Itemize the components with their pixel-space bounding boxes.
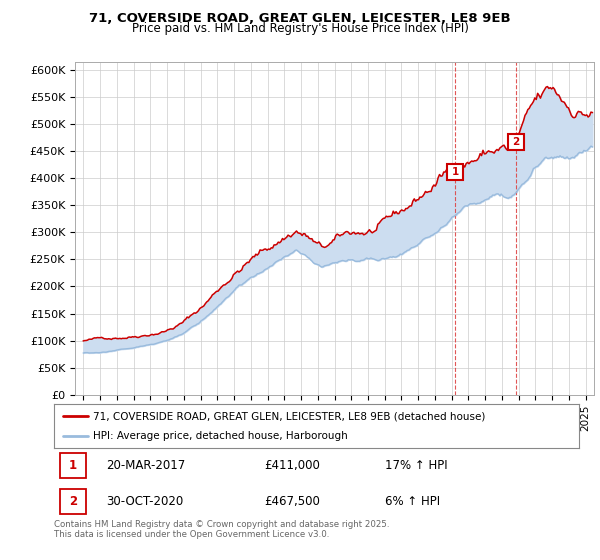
Text: Contains HM Land Registry data © Crown copyright and database right 2025.
This d: Contains HM Land Registry data © Crown c… (54, 520, 389, 539)
Text: £467,500: £467,500 (264, 494, 320, 507)
Text: 71, COVERSIDE ROAD, GREAT GLEN, LEICESTER, LE8 9EB: 71, COVERSIDE ROAD, GREAT GLEN, LEICESTE… (89, 12, 511, 25)
Text: 20-MAR-2017: 20-MAR-2017 (107, 459, 186, 472)
Text: HPI: Average price, detached house, Harborough: HPI: Average price, detached house, Harb… (94, 431, 348, 441)
Text: 1: 1 (452, 167, 459, 177)
Text: 6% ↑ HPI: 6% ↑ HPI (385, 494, 440, 507)
Text: 17% ↑ HPI: 17% ↑ HPI (385, 459, 448, 472)
Text: 2: 2 (69, 494, 77, 507)
Text: 2: 2 (512, 137, 520, 147)
FancyBboxPatch shape (60, 488, 86, 514)
FancyBboxPatch shape (60, 453, 86, 478)
Text: 71, COVERSIDE ROAD, GREAT GLEN, LEICESTER, LE8 9EB (detached house): 71, COVERSIDE ROAD, GREAT GLEN, LEICESTE… (94, 411, 486, 421)
Text: 30-OCT-2020: 30-OCT-2020 (107, 494, 184, 507)
Text: 1: 1 (69, 459, 77, 472)
Text: Price paid vs. HM Land Registry's House Price Index (HPI): Price paid vs. HM Land Registry's House … (131, 22, 469, 35)
Text: £411,000: £411,000 (264, 459, 320, 472)
